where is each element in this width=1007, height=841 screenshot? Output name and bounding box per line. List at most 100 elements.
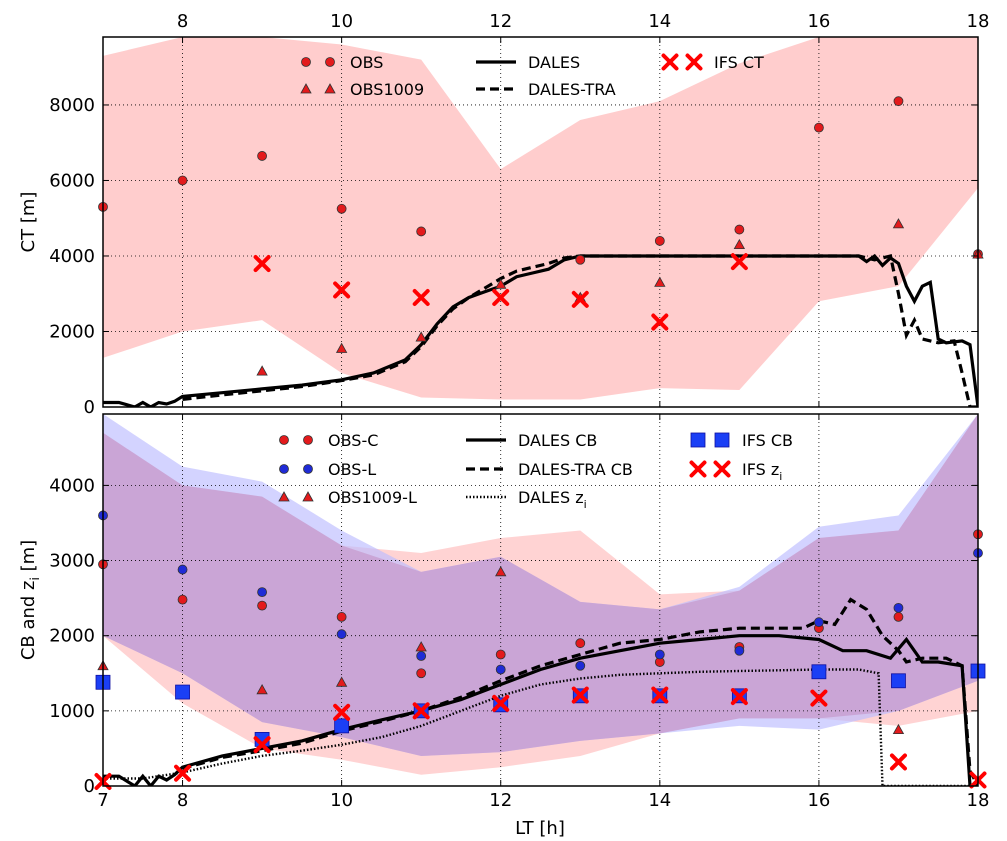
top-legend-dales-label: DALES	[528, 53, 580, 72]
top-point-obs1009-1	[335, 342, 348, 353]
top-legend: OBS OBS1009 DALES DALES-TRA IFS CT	[300, 53, 764, 99]
bottom-xtick-label-7: 7	[97, 790, 108, 811]
top-legend-ifs-ct-label: IFS CT	[714, 53, 764, 72]
bottom-ytick-label-4000: 4000	[49, 475, 95, 496]
bottom-legend-dales-z-label-main: DALES z	[518, 488, 584, 507]
bottom-legend-obs1009-l-marker-2	[302, 491, 314, 502]
bottom-legend-obs-c-marker-1	[279, 435, 289, 445]
top-series-dales	[103, 253, 978, 407]
top-point-obs-5	[575, 254, 586, 265]
bottom-point-obs-l-9	[814, 617, 824, 628]
top-point-obs1009-7	[892, 218, 905, 229]
bottom-ytick-label-1000: 1000	[49, 701, 95, 722]
top-point-ifs-ct-0-stroke-b	[253, 255, 271, 273]
bottom-legend-dales-z-label-subscript: i	[584, 498, 587, 511]
bottom-legend-ifs-z-label-subscript: i	[779, 470, 782, 483]
bottom-point-obs-l-4	[416, 651, 427, 661]
bottom-xtick-label-8: 8	[177, 790, 188, 811]
top-point-ifs-ct-5	[651, 313, 669, 331]
bottom-y-axis-title-unit: [m]	[18, 540, 39, 577]
top-point-ifs-ct-2	[412, 289, 430, 307]
top-point-obs-9	[893, 96, 904, 107]
bottom-legend-obs-c-label: OBS-C	[328, 431, 378, 450]
top-plot-frame	[102, 36, 979, 408]
bottom-legend-ifs-cb-label: IFS CB	[742, 431, 793, 450]
top-point-obs-8	[814, 122, 824, 133]
bottom-legend-obs-l-marker-2	[303, 464, 313, 474]
bottom-legend-ifs-z-marker-2-stroke-b	[713, 460, 731, 478]
bottom-series-dales-z	[103, 668, 978, 786]
top-legend-obs1009-marker-2	[324, 83, 336, 94]
bottom-legend-ifs-z-label-main: IFS z	[742, 460, 779, 479]
top-series-dales-tra	[182, 254, 978, 407]
top-ytick-label-4000: 4000	[49, 246, 95, 267]
bottom-plot-area	[103, 414, 978, 786]
bottom-legend-obs-c-marker-2	[303, 435, 313, 445]
bottom-point-ifs-z-9-stroke-b	[810, 689, 828, 707]
bottom-legend-dales-cb-label-main: DALES CB	[518, 431, 597, 450]
bottom-point-ifs-z-5	[492, 694, 510, 712]
top-point-ifs-ct-2-stroke-b	[412, 289, 430, 307]
bottom-legend-obs-l-label: OBS-L	[328, 460, 376, 479]
bottom-point-obs-l-3	[336, 629, 347, 640]
bottom-point-obs-c-3	[336, 612, 347, 622]
top-band-spread	[103, 37, 978, 400]
top-panel-ct: 8 10 12 14 16 18 0 2000 4000 6000 8000 OBS OBS1009 DA…	[49, 11, 989, 418]
top-legend-obs1009-label-main: OBS1009	[350, 80, 424, 99]
top-legend-dales: DALES	[476, 53, 580, 72]
bottom-point-ifs-z-1-stroke-b	[174, 764, 192, 782]
bottom-legend-dales-cb-label: DALES CB	[518, 431, 597, 450]
top-ytick-label-2000: 2000	[49, 321, 95, 342]
top-xtick-label-8: 8	[177, 11, 188, 32]
top-xtick-label-18: 18	[967, 11, 990, 32]
top-xtick-label-12: 12	[489, 11, 512, 32]
top-y-axis-title: CT [m]	[18, 192, 39, 253]
top-legend-dales-label-main: DALES	[528, 53, 580, 72]
bottom-legend-obs1009-l-label: OBS1009-L	[328, 488, 417, 507]
top-point-ifs-ct-3	[492, 289, 510, 307]
bottom-y-axis-title-subscript: i	[28, 577, 42, 580]
top-plot-area	[103, 37, 978, 407]
bottom-legend-ifs-cb: IFS CB	[690, 431, 793, 450]
bottom-series-dales-tra-cb	[182, 597, 978, 786]
bottom-point-ifs-z-6-stroke-b	[571, 686, 589, 704]
top-legend-obs-marker-1	[301, 57, 311, 67]
top-point-ifs-ct-6	[730, 253, 748, 271]
bottom-xtick-label-18: 18	[967, 790, 990, 811]
top-point-ifs-ct-4-stroke-b	[571, 290, 589, 308]
bottom-y-axis-title: CB and zi [m]	[18, 540, 42, 660]
top-legend-obs1009-label: OBS1009	[350, 80, 424, 99]
bottom-point-ifs-cb-3	[334, 718, 350, 734]
bottom-legend-dales-tra-cb-label-main: DALES-TRA CB	[518, 460, 633, 479]
bottom-point-ifs-cb-9	[811, 664, 827, 680]
top-xtick-label-16: 16	[807, 11, 830, 32]
bottom-point-obs-c-5	[495, 649, 506, 660]
bottom-legend-ifs-z-label: IFS zi	[742, 460, 782, 483]
bottom-ytick-label-0: 0	[84, 776, 95, 797]
top-ytick-label-8000: 8000	[49, 95, 95, 116]
top-point-obs1009-2	[415, 331, 427, 342]
bottom-legend-obs-l-label-main: OBS-L	[328, 460, 376, 479]
bottom-point-obs-l-8	[734, 645, 745, 656]
bottom-legend-obs-c-label-main: OBS-C	[328, 431, 378, 450]
top-legend-ifs-ct: IFS CT	[661, 53, 764, 72]
bottom-point-obs-l-6	[575, 660, 586, 671]
bottom-legend-ifs-z-marker-1-stroke-b	[689, 460, 707, 478]
top-legend-obs1009-marker-1	[300, 83, 312, 94]
bottom-xtick-label-12: 12	[489, 790, 512, 811]
bottom-legend-dales-z-label: DALES zi	[518, 488, 587, 511]
bottom-point-obs-l-5	[495, 664, 506, 675]
bottom-legend-ifs-z-marker-1	[689, 460, 707, 478]
top-point-ifs-ct-5-stroke-b	[651, 313, 669, 331]
top-point-obs1009-6	[733, 238, 746, 250]
bottom-ytick-label-2000: 2000	[49, 626, 95, 647]
top-legend-obs-label-main: OBS	[350, 53, 383, 72]
top-legend-dales-tra-label-main: DALES-TRA	[528, 80, 616, 99]
bottom-legend-obs1009-l: OBS1009-L	[278, 488, 417, 507]
bottom-xtick-label-16: 16	[807, 790, 830, 811]
bottom-xtick-label-14: 14	[648, 790, 671, 811]
bottom-point-obs1009-l-2	[335, 676, 348, 687]
bottom-point-obs-l-1	[177, 564, 188, 575]
bottom-plot-frame	[102, 413, 979, 787]
bottom-legend-ifs-cb-label-main: IFS CB	[742, 431, 793, 450]
